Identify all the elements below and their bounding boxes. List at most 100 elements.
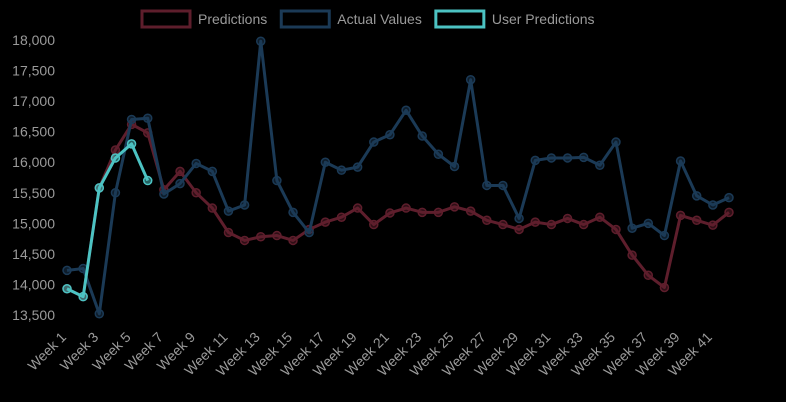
- data-point: [465, 74, 476, 85]
- data-point: [191, 188, 201, 198]
- data-point: [256, 232, 266, 242]
- data-point: [159, 189, 169, 199]
- data-point: [320, 217, 331, 227]
- data-point: [530, 217, 540, 227]
- data-point: [272, 230, 282, 241]
- data-point: [611, 224, 621, 235]
- data-point: [401, 105, 411, 116]
- data-point: [708, 220, 718, 230]
- data-point: [530, 155, 540, 166]
- data-point: [401, 203, 411, 213]
- data-point: [94, 309, 105, 319]
- data-point: [336, 165, 347, 175]
- data-point: [482, 215, 492, 226]
- y-tick-label: 14,500: [12, 246, 55, 262]
- data-point: [239, 235, 250, 246]
- data-point: [417, 131, 427, 141]
- y-tick-label: 15,000: [12, 215, 55, 231]
- data-point: [546, 153, 557, 163]
- data-point: [110, 145, 121, 155]
- legend-swatch[interactable]: [434, 9, 486, 29]
- data-point: [433, 149, 444, 160]
- data-point: [514, 224, 524, 235]
- data-point: [223, 206, 234, 216]
- data-point: [514, 213, 524, 224]
- data-point: [239, 200, 250, 210]
- data-point: [578, 152, 589, 163]
- data-point: [724, 207, 734, 218]
- data-point: [627, 250, 637, 260]
- legend-label[interactable]: Actual Values: [337, 11, 422, 27]
- data-point: [643, 218, 654, 229]
- y-tick-label: 17,500: [12, 63, 55, 79]
- data-point: [465, 206, 476, 216]
- data-point: [207, 203, 218, 213]
- y-tick-label: 16,000: [12, 154, 55, 170]
- data-point: [449, 202, 460, 212]
- data-point: [320, 157, 331, 167]
- data-point: [126, 139, 137, 149]
- data-point: [498, 219, 508, 230]
- data-point: [304, 227, 314, 238]
- data-point: [578, 219, 589, 230]
- data-point: [369, 137, 379, 147]
- y-tick-label: 17,000: [12, 93, 55, 109]
- data-point: [78, 291, 88, 302]
- data-point: [191, 158, 201, 169]
- data-point: [94, 183, 105, 193]
- data-point: [175, 178, 185, 189]
- data-point: [62, 265, 72, 276]
- y-tick-label: 16,500: [12, 124, 55, 140]
- data-point: [675, 156, 686, 166]
- y-tick-label: 13,500: [12, 307, 55, 323]
- data-point: [126, 114, 137, 125]
- y-tick-label: 14,000: [12, 276, 55, 292]
- data-point: [595, 212, 605, 222]
- data-point: [288, 207, 298, 218]
- legend-label[interactable]: Predictions: [198, 11, 267, 27]
- y-tick-label: 18,000: [12, 32, 55, 48]
- data-point: [433, 207, 444, 218]
- data-point: [385, 129, 395, 140]
- data-point: [691, 215, 702, 226]
- legend-label[interactable]: User Predictions: [492, 11, 595, 27]
- data-point: [352, 162, 363, 172]
- data-point: [595, 160, 605, 171]
- data-point: [659, 230, 670, 241]
- data-point: [449, 161, 460, 172]
- data-point: [62, 283, 72, 294]
- data-point: [142, 113, 153, 123]
- data-point: [223, 227, 234, 238]
- data-point: [708, 200, 718, 210]
- series-line: [66, 39, 730, 316]
- data-point: [691, 191, 702, 201]
- data-point: [352, 203, 363, 213]
- data-point: [385, 208, 395, 218]
- legend-swatch[interactable]: [140, 9, 192, 29]
- data-point: [482, 180, 492, 191]
- y-tick-label: 15,500: [12, 185, 55, 201]
- data-point: [562, 153, 573, 163]
- data-point: [675, 210, 686, 221]
- data-point: [272, 175, 282, 186]
- data-point: [611, 137, 621, 147]
- data-point: [627, 223, 637, 233]
- data-point: [336, 212, 347, 222]
- data-point: [288, 235, 298, 246]
- data-point: [562, 213, 573, 224]
- data-point: [142, 175, 153, 186]
- data-point: [724, 192, 734, 203]
- legend-swatch[interactable]: [279, 9, 331, 29]
- data-point: [546, 219, 557, 230]
- data-point: [417, 207, 427, 218]
- data-point: [498, 180, 508, 191]
- data-point: [643, 270, 654, 281]
- data-point: [110, 188, 121, 198]
- data-point: [207, 166, 218, 177]
- data-point: [256, 36, 266, 46]
- data-point: [369, 219, 379, 230]
- data-point: [175, 166, 185, 177]
- data-point: [659, 282, 670, 293]
